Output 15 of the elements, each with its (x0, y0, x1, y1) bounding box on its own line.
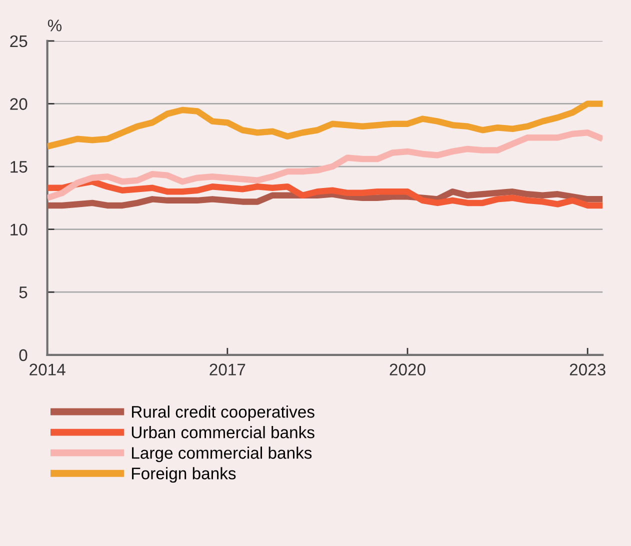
y-tick-label: 10 (10, 224, 28, 236)
x-tick-label: 2014 (30, 364, 66, 376)
y-tick-label: 0 (19, 349, 28, 362)
legend-label: Urban commercial banks (132, 426, 314, 438)
y-tick-label: 5 (19, 286, 28, 298)
y-axis-title: % (48, 20, 62, 32)
y-tick-label: 25 (10, 35, 28, 48)
x-tick-label: 2023 (570, 364, 606, 376)
x-tick-label: 2017 (210, 364, 246, 376)
y-tick-label: 20 (10, 98, 28, 110)
legend-label: Rural credit cooperatives (132, 406, 314, 422)
legend-label: Foreign banks (132, 467, 236, 483)
x-tick-label: 2020 (390, 364, 426, 376)
legend-label: Large commercial banks (132, 446, 312, 462)
y-tick-label: 15 (10, 161, 28, 173)
